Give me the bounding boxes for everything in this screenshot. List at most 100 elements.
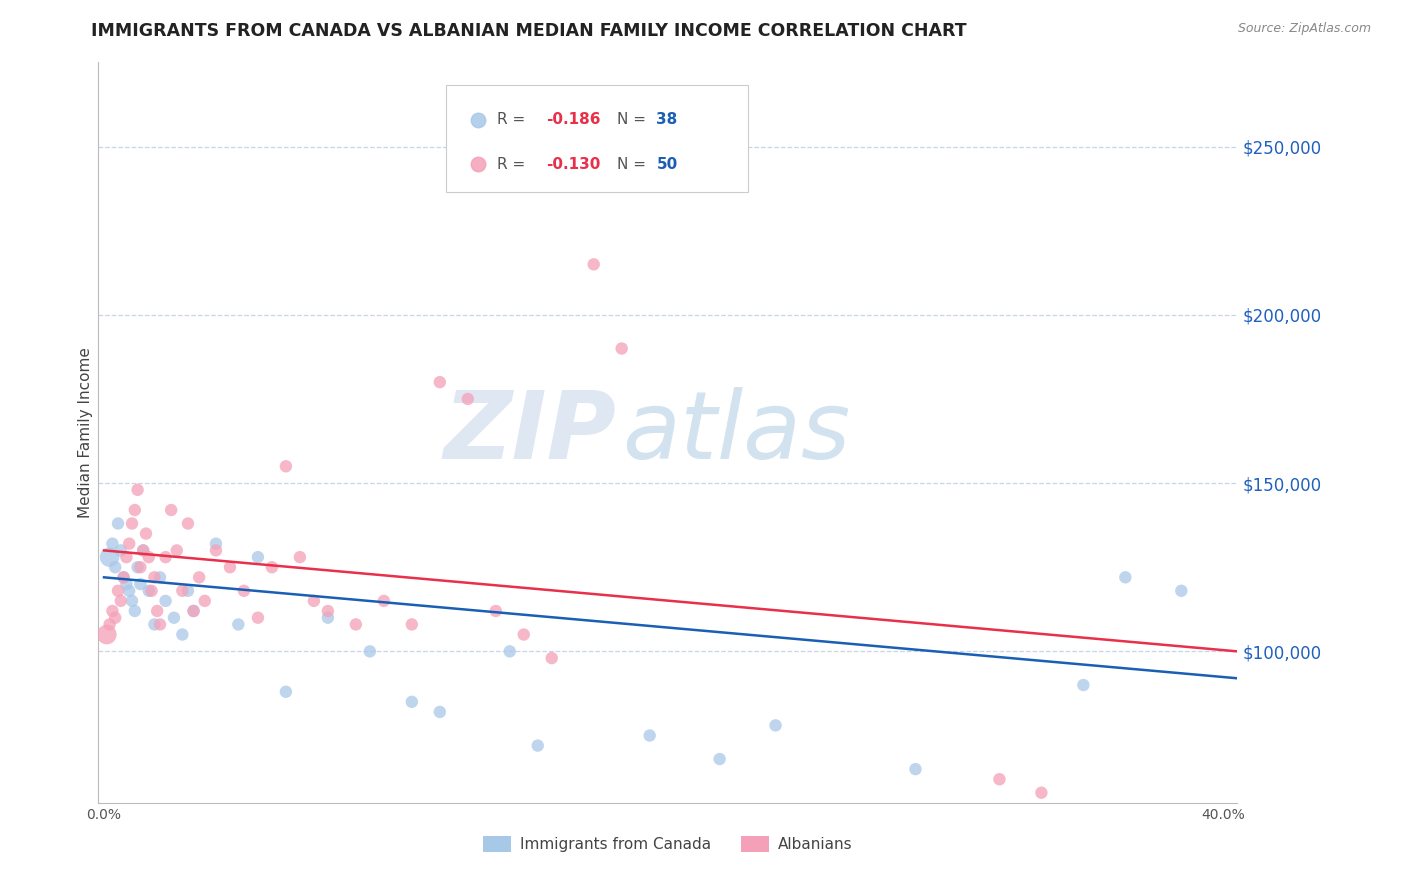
Text: Source: ZipAtlas.com: Source: ZipAtlas.com — [1237, 22, 1371, 36]
Text: R =: R = — [498, 112, 530, 128]
Y-axis label: Median Family Income: Median Family Income — [77, 347, 93, 518]
Point — [246, 550, 269, 565]
Point — [112, 570, 135, 584]
Point — [401, 695, 423, 709]
Point — [260, 560, 283, 574]
Point — [765, 718, 787, 732]
Point — [127, 560, 149, 574]
Point — [188, 570, 211, 584]
Point — [107, 516, 129, 531]
Point — [219, 560, 242, 574]
Text: -0.130: -0.130 — [546, 157, 600, 172]
Point — [118, 536, 141, 550]
Point — [194, 594, 217, 608]
FancyBboxPatch shape — [446, 85, 748, 192]
Point — [101, 604, 124, 618]
Point — [183, 604, 205, 618]
Point — [1114, 570, 1136, 584]
Point — [160, 503, 183, 517]
Point — [177, 516, 200, 531]
Point — [135, 526, 157, 541]
Point — [274, 459, 297, 474]
Point — [118, 583, 141, 598]
Point — [540, 651, 562, 665]
Text: atlas: atlas — [623, 387, 851, 478]
Point — [183, 604, 205, 618]
Point — [274, 685, 297, 699]
Point — [115, 577, 138, 591]
Point — [288, 550, 311, 565]
Point — [124, 503, 146, 517]
Point — [681, 106, 703, 120]
Point — [149, 617, 172, 632]
Text: ZIP: ZIP — [444, 386, 617, 479]
Point — [344, 617, 367, 632]
Text: -0.186: -0.186 — [546, 112, 600, 128]
Point — [904, 762, 927, 776]
Point — [163, 610, 186, 624]
Point — [709, 752, 731, 766]
Point — [141, 583, 163, 598]
Point — [1170, 583, 1192, 598]
Point — [228, 617, 250, 632]
Point — [359, 644, 381, 658]
Point — [401, 617, 423, 632]
Point — [98, 550, 121, 565]
Point — [98, 617, 121, 632]
Point — [101, 536, 124, 550]
Point — [988, 772, 1011, 787]
Point — [205, 543, 228, 558]
Point — [121, 516, 143, 531]
Point — [112, 570, 135, 584]
Point — [110, 543, 132, 558]
Point — [143, 570, 166, 584]
Point — [155, 550, 177, 565]
Point — [121, 594, 143, 608]
Point — [146, 604, 169, 618]
Point — [129, 577, 152, 591]
Point — [429, 375, 451, 389]
Text: 50: 50 — [657, 157, 678, 172]
Point — [132, 543, 155, 558]
Point — [485, 604, 508, 618]
Point — [1031, 786, 1053, 800]
Point — [129, 560, 152, 574]
Point — [582, 257, 605, 271]
Point — [457, 392, 479, 406]
Point — [177, 583, 200, 598]
Point — [124, 604, 146, 618]
Point — [138, 550, 160, 565]
Point — [205, 536, 228, 550]
Point — [104, 560, 127, 574]
Point — [96, 627, 118, 641]
Point — [316, 604, 339, 618]
Point — [104, 610, 127, 624]
Point — [166, 543, 188, 558]
Point — [127, 483, 149, 497]
Point — [526, 739, 548, 753]
Text: N =: N = — [617, 112, 651, 128]
Text: 38: 38 — [657, 112, 678, 128]
Point — [316, 610, 339, 624]
Point — [246, 610, 269, 624]
Point — [302, 594, 325, 608]
Point — [638, 729, 661, 743]
Point — [155, 594, 177, 608]
Text: R =: R = — [498, 157, 530, 172]
Legend: Immigrants from Canada, Albanians: Immigrants from Canada, Albanians — [477, 830, 859, 858]
Point — [149, 570, 172, 584]
Point — [513, 627, 536, 641]
Text: IMMIGRANTS FROM CANADA VS ALBANIAN MEDIAN FAMILY INCOME CORRELATION CHART: IMMIGRANTS FROM CANADA VS ALBANIAN MEDIA… — [91, 22, 967, 40]
Point — [373, 594, 395, 608]
Point — [232, 583, 254, 598]
Point — [107, 583, 129, 598]
Point — [110, 594, 132, 608]
Point — [132, 543, 155, 558]
Point — [172, 583, 194, 598]
Point — [115, 550, 138, 565]
Point — [610, 342, 633, 356]
Point — [172, 627, 194, 641]
Point — [499, 644, 522, 658]
Point — [138, 583, 160, 598]
Point — [143, 617, 166, 632]
